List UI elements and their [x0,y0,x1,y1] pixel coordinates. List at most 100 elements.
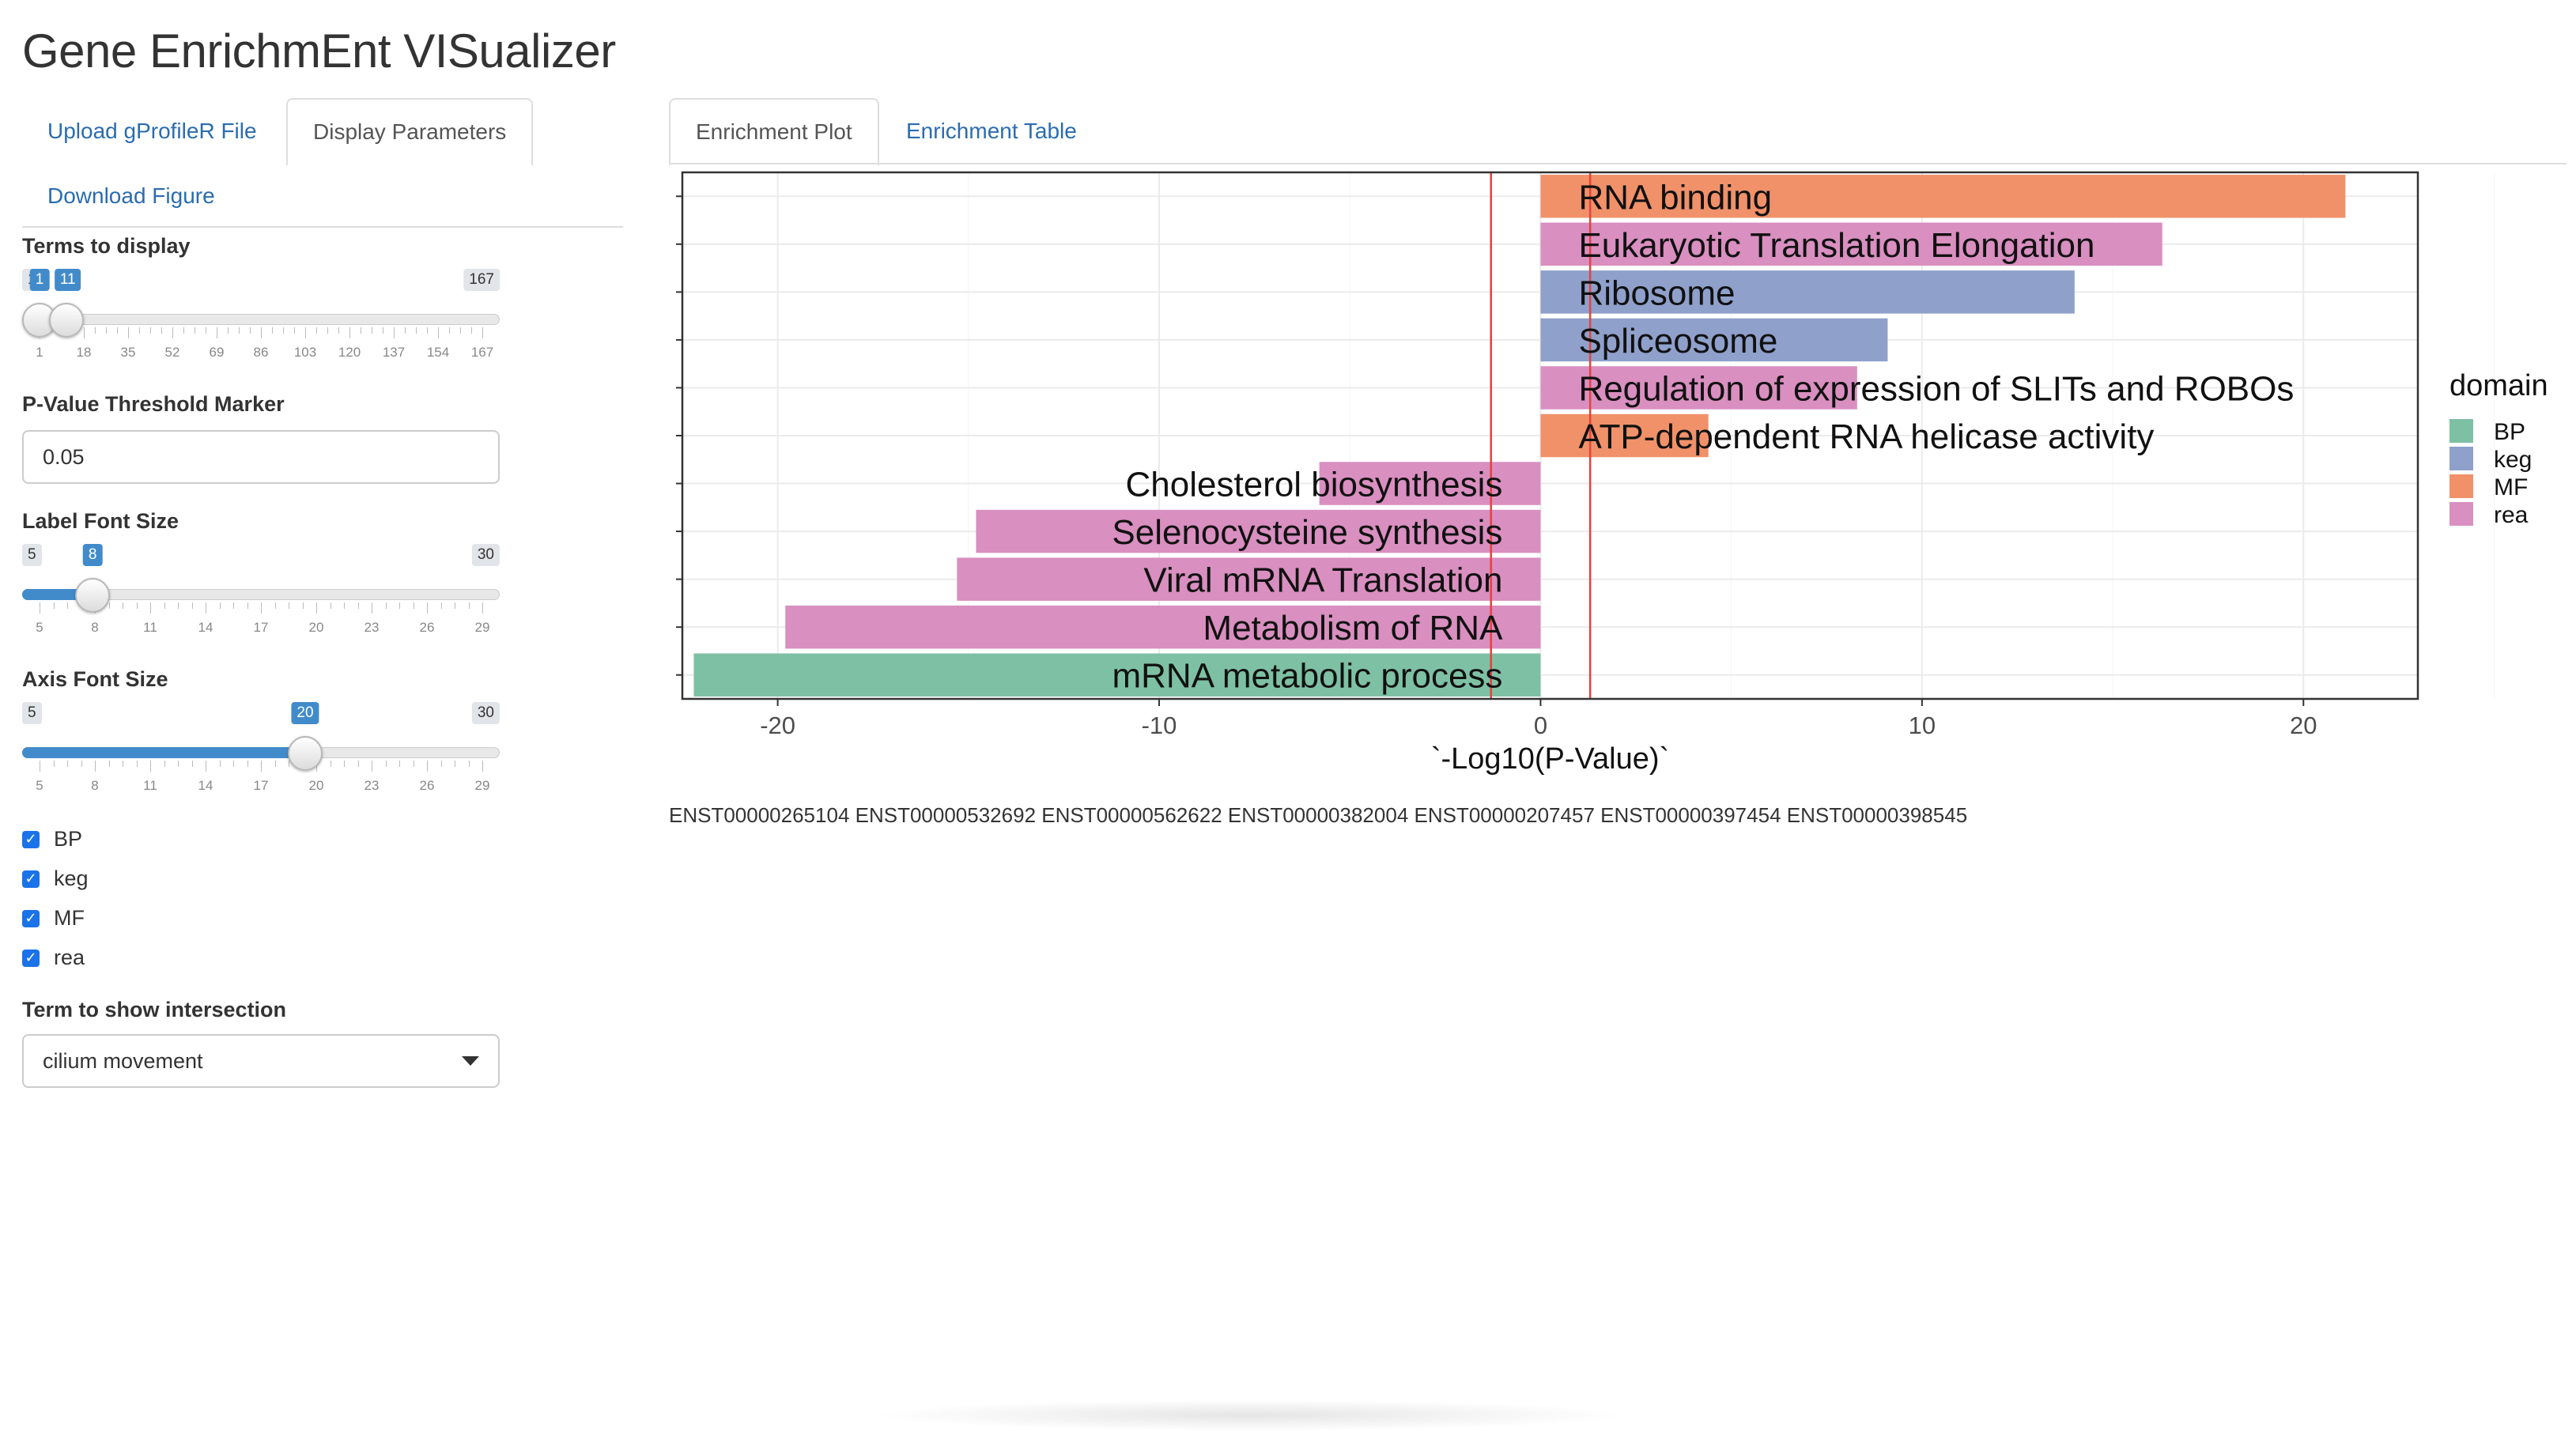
slider-tick-label: 29 [474,620,490,635]
slider-tick [261,761,262,772]
bar [693,653,1541,697]
chevron-down-icon[interactable] [462,1056,479,1066]
bar-label: Viral mRNA Translation [1143,561,1502,600]
terms-to-display-slider[interactable]: 1 167 1 11 1 18 35 52 69 86 103 120 137 154 167 [22,269,500,379]
slider-minor-tick [416,327,417,334]
slider-minor-tick [471,327,472,334]
slider-handle[interactable] [75,578,111,613]
slider-tick-label: 26 [419,620,435,635]
slider-tick-label: 86 [253,345,269,360]
slider-minor-tick [385,761,387,767]
slider-minor-tick [294,327,295,334]
slider-minor-tick [440,602,442,609]
slider-tick-label: 69 [209,345,225,360]
slider-minor-tick [344,761,345,767]
slider-minor-tick [357,602,359,609]
slider-minor-tick [468,761,470,767]
slider-minor-tick [440,761,442,767]
slider-tick-label: 8 [91,778,99,793]
term-intersection-label: Term to show intersection [22,998,287,1021]
app-title: Gene EnrichmEnt VISualizer [22,25,616,77]
slider-minor-tick [108,602,110,609]
bar [1540,366,1857,410]
bar [1540,413,1709,458]
slider-minor-tick [81,761,82,767]
slider-max-label: 30 [471,702,500,724]
x-axis-tick-label: -20 [760,712,795,739]
slider-tick-label: 8 [91,620,99,635]
slider-handle[interactable] [288,736,323,771]
slider-minor-tick [272,327,273,334]
slider-tick-label: 103 [293,345,317,360]
checkmark-icon[interactable]: ✓ [22,949,40,967]
terms-to-display-label: Terms to display [22,234,191,258]
slider-tick-label: 11 [143,620,157,635]
slider-minor-tick [150,327,151,334]
slider-tick-label: 137 [382,345,406,360]
slider-tick-label: 52 [164,345,180,360]
slider-tick-label: 17 [253,778,269,793]
term-intersection-select[interactable]: cilium movement [22,1034,500,1088]
bar-label: Ribosome [1578,274,1735,312]
tab-enrichment-plot[interactable]: Enrichment Plot [669,98,879,166]
slider-tick [349,327,350,338]
slider-minor-tick [283,327,284,334]
label-font-size-slider[interactable]: 5 30 8 5 8 11 14 17 20 23 26 29 [22,544,500,655]
slider-high-handle[interactable] [48,303,84,338]
bar-label: Spliceosome [1578,322,1777,361]
slider-minor-tick [250,327,251,334]
slider-tick-label: 120 [338,345,361,360]
slider-minor-tick [67,602,68,609]
tab-upload-gprofiler-file[interactable]: Upload gProfileR File [47,119,257,143]
tab-enrichment-table[interactable]: Enrichment Table [906,119,1077,143]
bar-label: Cholesterol biosynthesis [1126,466,1503,504]
checkmark-icon[interactable]: ✓ [22,870,40,888]
checkbox-mf[interactable]: ✓ MF [22,906,85,931]
slider-minor-tick [228,327,229,334]
slider-tick-label: 17 [253,620,269,635]
tab-download-figure[interactable]: Download Figure [47,183,215,208]
checkmark-icon[interactable]: ✓ [22,830,40,848]
slider-tick [305,327,306,338]
slider-tick-label: 5 [36,620,43,635]
slider-minor-tick [460,327,461,334]
checkbox-bp[interactable]: ✓ BP [22,827,82,851]
bar-label: Metabolism of RNA [1203,609,1503,648]
main-tabs: Enrichment Plot Enrichment Table [669,98,2567,166]
slider-tick [482,602,483,614]
slider-tick [128,327,129,338]
tab-display-parameters[interactable]: Display Parameters [286,98,534,166]
label-font-size-label: Label Font Size [22,509,179,533]
slider-tick-label: 20 [308,778,324,793]
slider-minor-tick [178,602,179,609]
slider-minor-tick [449,327,450,334]
slider-minor-tick [330,761,331,767]
slider-tick [394,327,395,338]
checkbox-keg[interactable]: ✓ keg [22,867,89,891]
slider-minor-tick [219,761,221,767]
checkbox-label: MF [54,906,85,930]
slider-tick-label: 167 [470,345,494,360]
sidebar-tabs-divider [22,226,623,228]
x-axis-tick-label: 20 [2290,712,2317,739]
legend-key [2449,447,2473,470]
slider-minor-tick [274,761,276,767]
axis-font-size-slider[interactable]: 5 30 20 5 8 11 14 17 20 23 26 29 [22,702,500,813]
slider-minor-tick [106,327,107,334]
checkbox-rea[interactable]: ✓ rea [22,946,85,970]
slider-minor-tick [183,327,184,334]
pvalue-threshold-input[interactable] [22,430,500,484]
x-axis-title: `-Log10(P-Value)` [1431,742,1669,776]
slider-minor-tick [344,602,345,609]
slider-tick [427,761,428,772]
slider-minor-tick [399,602,400,609]
slider-ticks [22,602,500,615]
slider-tick [95,761,96,772]
slider-value-label: 20 [291,702,319,724]
x-axis-tick-label: 10 [1909,712,1936,739]
checkmark-icon[interactable]: ✓ [22,909,40,927]
slider-minor-tick [191,761,193,767]
slider-minor-tick [357,761,359,767]
slider-minor-tick [95,327,96,334]
slider-minor-tick [233,602,234,609]
